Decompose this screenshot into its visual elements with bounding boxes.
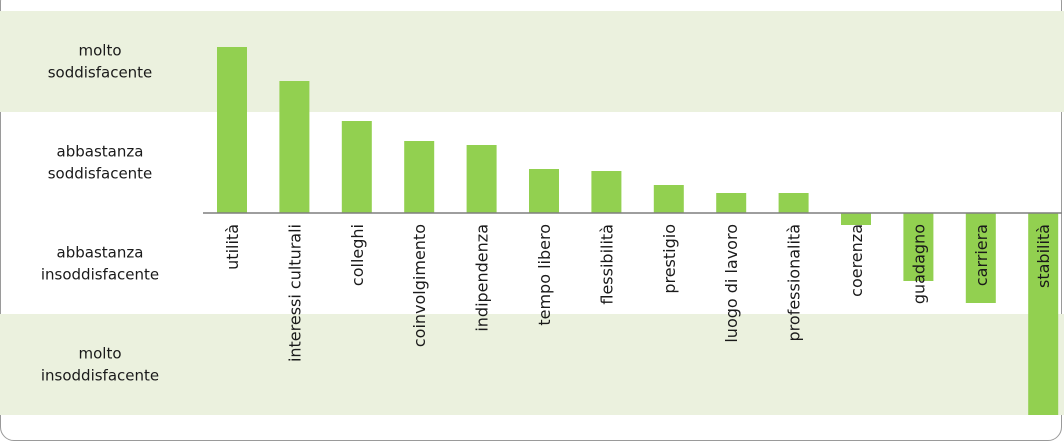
category-label-10: coerenza bbox=[847, 224, 866, 297]
bar-0 bbox=[217, 47, 247, 213]
bar-1 bbox=[279, 81, 310, 213]
bar-12 bbox=[965, 213, 996, 303]
bar-10 bbox=[841, 213, 871, 225]
level-band-0 bbox=[0, 11, 1064, 112]
level-label-3: molto insoddisfacente bbox=[41, 345, 159, 385]
category-label-1: interessi culturali bbox=[285, 224, 304, 362]
background-bands bbox=[0, 11, 1064, 415]
bar-4 bbox=[466, 145, 497, 213]
category-label-13: stabilità bbox=[1034, 224, 1053, 288]
category-label-8: luogo di lavoro bbox=[722, 224, 741, 343]
category-label-7: prestigio bbox=[660, 224, 679, 294]
category-label-11: guadagno bbox=[909, 224, 928, 304]
category-label-2: colleghi bbox=[348, 224, 367, 286]
bar-11 bbox=[903, 213, 934, 281]
level-label-0: molto soddisfacente bbox=[48, 42, 153, 82]
bar-5 bbox=[529, 169, 559, 213]
category-label-6: flessibilità bbox=[597, 224, 616, 305]
level-label-2: abbastanza insoddisfacente bbox=[41, 244, 159, 284]
level-band-3 bbox=[0, 314, 1064, 415]
category-label-5: tempo libero bbox=[535, 224, 554, 326]
bar-9 bbox=[778, 193, 809, 213]
category-label-3: coinvolgimento bbox=[410, 224, 429, 347]
bar-3 bbox=[404, 141, 435, 213]
bar-6 bbox=[591, 171, 622, 213]
category-labels: utilità interessi culturali colleghi coinvo… bbox=[223, 224, 1053, 362]
level-labels: molto soddisfacente abbastanza soddisfacent… bbox=[41, 42, 159, 385]
category-label-9: professionalità bbox=[785, 224, 804, 341]
bar-7 bbox=[653, 185, 684, 213]
bar-2 bbox=[341, 121, 372, 213]
level-label-1: abbastanza soddisfacente bbox=[48, 143, 153, 183]
category-label-0: utilità bbox=[223, 224, 242, 270]
category-label-4: indipendenza bbox=[473, 224, 492, 332]
category-label-12: carriera bbox=[972, 224, 991, 286]
bar-13 bbox=[1028, 213, 1059, 415]
bar-8 bbox=[716, 193, 747, 213]
bars bbox=[217, 47, 1059, 415]
